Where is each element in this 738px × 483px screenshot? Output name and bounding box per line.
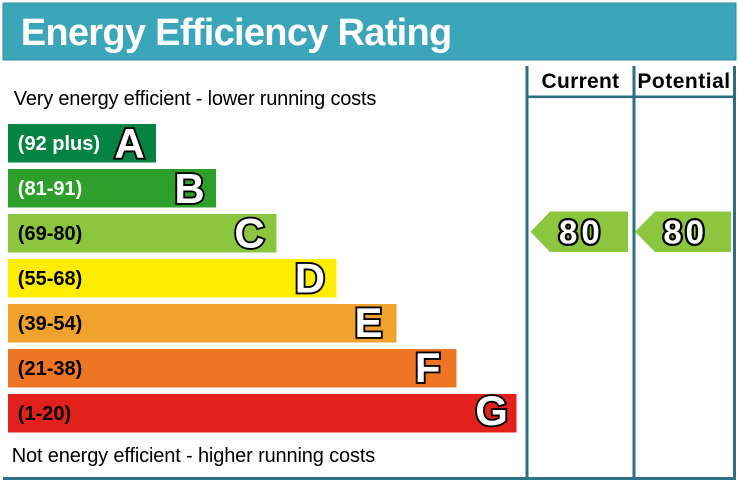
svg-text:F: F [415,344,441,391]
svg-text:B: B [174,165,204,212]
svg-text:(39-54): (39-54) [18,313,82,335]
svg-text:G: G [475,387,508,434]
svg-text:C: C [234,209,264,256]
svg-text:80: 80 [663,213,708,250]
svg-text:(69-80): (69-80) [18,223,82,245]
svg-text:(92 plus): (92 plus) [18,133,100,155]
svg-text:Potential: Potential [637,70,730,93]
svg-text:Not energy efficient - higher: Not energy efficient - higher running co… [12,445,376,467]
svg-text:(21-38): (21-38) [18,358,82,380]
svg-text:(1-20): (1-20) [18,403,71,425]
svg-text:E: E [354,299,382,346]
svg-text:(81-91): (81-91) [18,178,82,200]
svg-text:Energy Efficiency Rating: Energy Efficiency Rating [21,12,452,54]
svg-text:Very energy efficient - lower: Very energy efficient - lower running co… [14,88,377,110]
svg-text:(55-68): (55-68) [18,268,82,290]
svg-text:80: 80 [559,213,604,250]
svg-text:Current: Current [542,70,620,93]
svg-text:A: A [114,120,144,167]
svg-text:D: D [295,254,325,301]
